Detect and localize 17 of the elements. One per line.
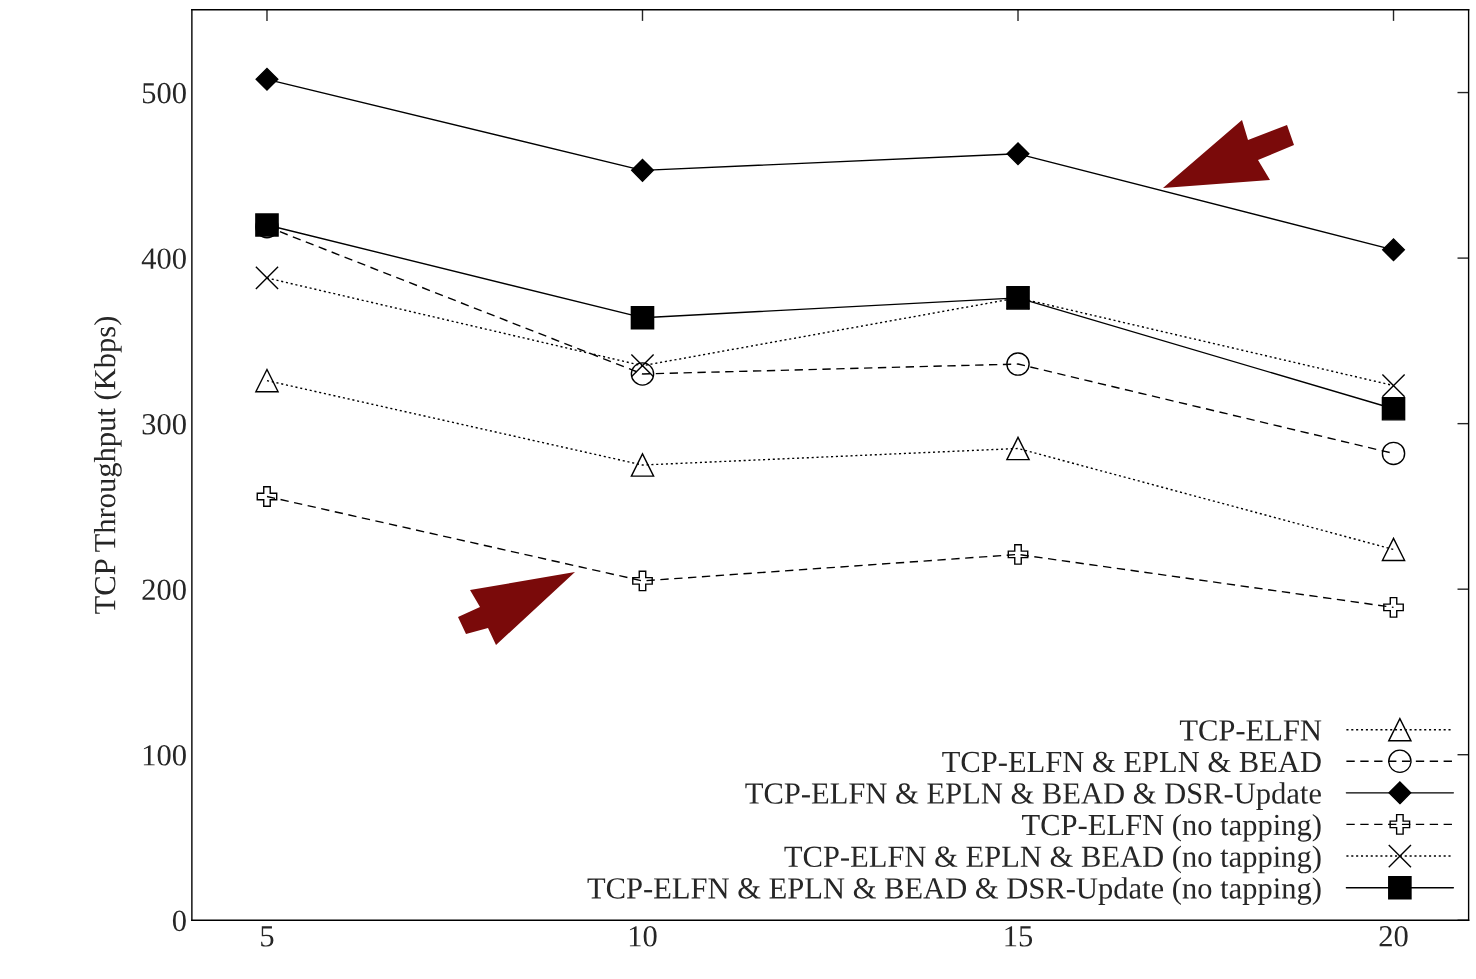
- legend-label: TCP-ELFN & EPLN & BEAD & DSR-Update: [745, 782, 1321, 811]
- y-tick-label: 100: [143, 745, 186, 766]
- legend-label: TCP-ELFN & EPLN & BEAD: [942, 751, 1321, 773]
- x-tick-label: 15: [1005, 926, 1033, 947]
- legend-label: TCP-ELFN & EPLN & BEAD & DSR-Update (no tapping): [587, 877, 1321, 905]
- x-tick-label: 10: [629, 926, 657, 947]
- legend-label: TCP-ELFN (no tapping): [1022, 813, 1321, 842]
- y-tick-label: 500: [142, 82, 186, 104]
- y-tick-label: 400: [141, 248, 186, 269]
- y-tick-label: 200: [142, 579, 186, 601]
- y-tick-label: 0: [172, 910, 186, 932]
- x-tick-label: 20: [1379, 926, 1408, 947]
- x-tick-label: 5: [261, 926, 274, 947]
- y-tick-label: 300: [142, 413, 186, 435]
- legend-label: TCP-ELFN: [1179, 720, 1322, 741]
- y-axis-title: TCP Throughput (Kbps): [93, 316, 122, 614]
- legend-label: TCP-ELFN & EPLN & BEAD (no tapping): [784, 845, 1321, 874]
